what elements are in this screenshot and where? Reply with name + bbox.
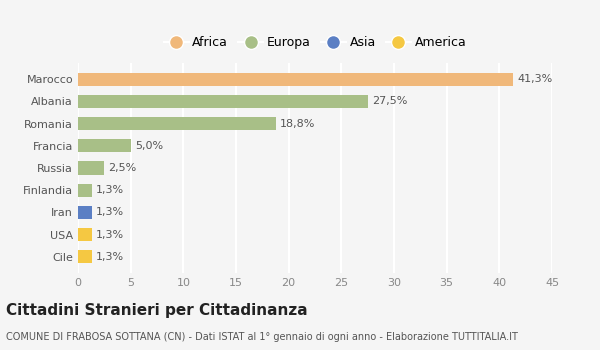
Bar [78, 206, 92, 219]
Text: 5,0%: 5,0% [135, 141, 163, 151]
Text: 18,8%: 18,8% [280, 119, 316, 128]
Text: 27,5%: 27,5% [372, 96, 407, 106]
Text: 1,3%: 1,3% [96, 230, 124, 240]
Bar [78, 228, 92, 241]
Bar [78, 117, 276, 130]
Text: Cittadini Stranieri per Cittadinanza: Cittadini Stranieri per Cittadinanza [6, 303, 308, 318]
Text: 1,3%: 1,3% [96, 185, 124, 195]
Bar [78, 161, 104, 175]
Legend: Africa, Europa, Asia, America: Africa, Europa, Asia, America [158, 32, 472, 55]
Bar [78, 139, 131, 153]
Bar [78, 72, 513, 86]
Text: 2,5%: 2,5% [109, 163, 137, 173]
Text: 1,3%: 1,3% [96, 252, 124, 262]
Text: 1,3%: 1,3% [96, 208, 124, 217]
Bar [78, 183, 92, 197]
Text: 41,3%: 41,3% [517, 74, 553, 84]
Bar [78, 250, 92, 264]
Text: COMUNE DI FRABOSA SOTTANA (CN) - Dati ISTAT al 1° gennaio di ogni anno - Elabora: COMUNE DI FRABOSA SOTTANA (CN) - Dati IS… [6, 331, 518, 342]
Bar [78, 95, 368, 108]
